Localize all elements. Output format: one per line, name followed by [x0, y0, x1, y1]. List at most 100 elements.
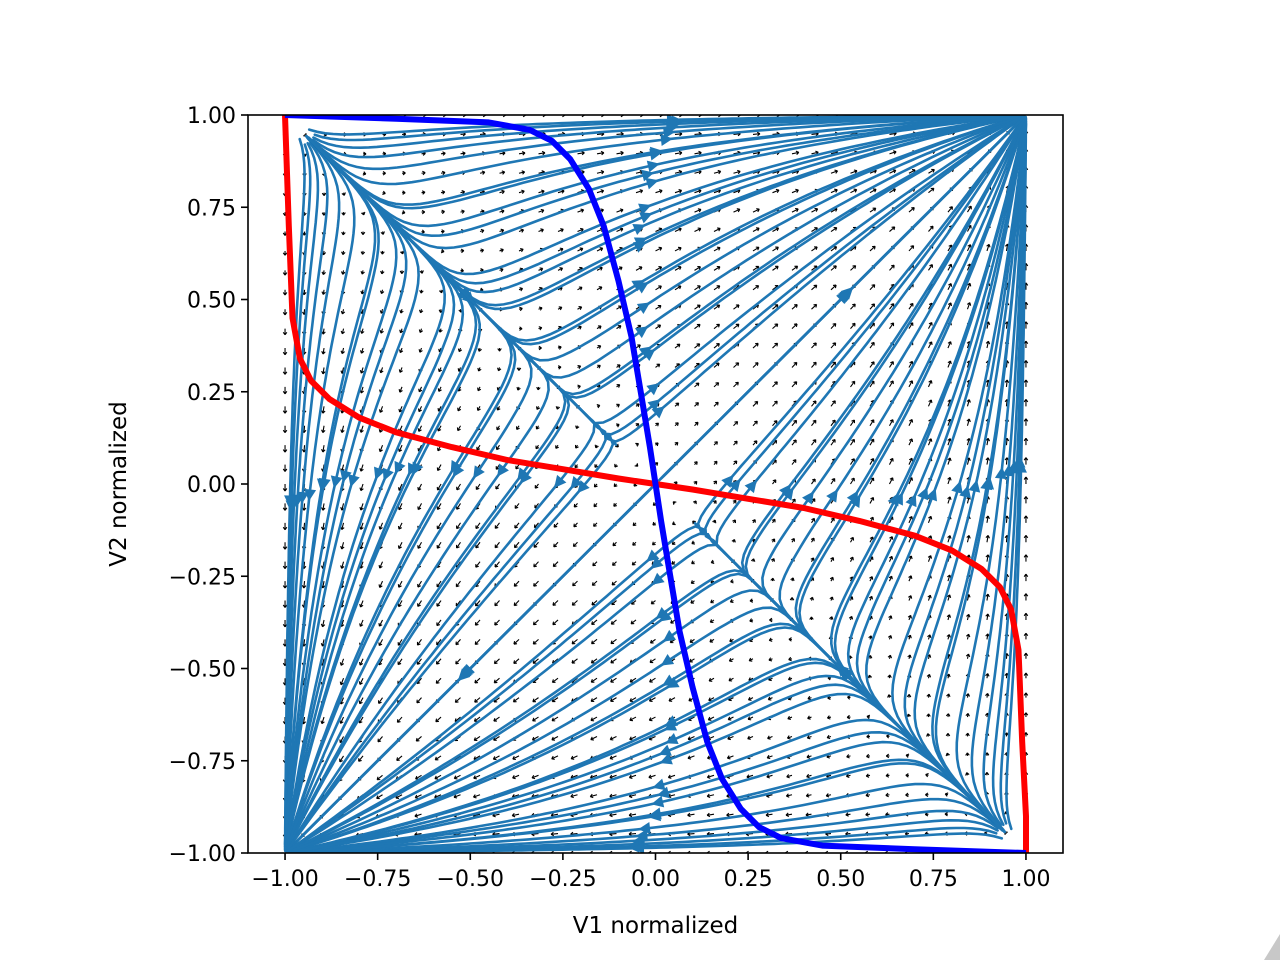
quiver-arrow: [806, 754, 812, 759]
quiver-arrow: [888, 457, 894, 465]
quiver-arrow: [887, 654, 893, 659]
quiver-arrow: [497, 367, 502, 372]
quiver-arrow: [414, 794, 422, 799]
quiver-arrow: [732, 519, 737, 524]
quiver-arrow: [399, 270, 405, 275]
quiver-arrow: [1023, 692, 1029, 698]
y-tick-label: −0.25: [169, 565, 236, 590]
quiver-arrow: [515, 464, 520, 470]
quiver-arrow: [694, 265, 701, 271]
quiver-arrow: [557, 345, 562, 350]
streamline: [283, 137, 306, 846]
quiver-arrow: [772, 304, 779, 310]
quiver-arrow: [577, 364, 582, 370]
quiver-arrow: [694, 382, 700, 388]
quiver-arrow: [713, 169, 722, 175]
quiver-arrow: [947, 360, 952, 368]
quiver-arrow: [397, 658, 403, 666]
quiver-arrow: [535, 444, 540, 450]
quiver-arrow: [888, 477, 894, 485]
quiver-arrow: [610, 697, 617, 703]
quiver-arrow: [538, 189, 545, 194]
streamline: [284, 135, 398, 848]
quiver-arrow: [593, 483, 598, 488]
quiver-arrow: [616, 384, 621, 388]
quiver-arrow: [830, 227, 838, 232]
quiver-arrow: [788, 656, 793, 662]
quiver-arrow: [379, 289, 385, 295]
quiver-arrow: [694, 304, 701, 310]
quiver-arrow: [435, 658, 442, 665]
streamline-arrowhead: [577, 480, 590, 494]
quiver-arrow: [376, 794, 383, 800]
quiver-arrow: [830, 361, 837, 368]
quiver-arrow: [339, 678, 345, 686]
quiver-arrow: [455, 541, 461, 549]
quiver-arrow: [516, 386, 521, 391]
quiver-arrow: [811, 517, 816, 524]
quiver-arrow: [693, 480, 698, 485]
quiver-arrow: [358, 658, 364, 666]
quiver-arrow: [339, 658, 345, 666]
quiver-arrow: [577, 286, 583, 291]
x-axis-label: V1 normalized: [573, 913, 738, 939]
quiver-arrow: [320, 619, 326, 628]
quiver-arrow: [628, 812, 637, 818]
quiver-arrow: [418, 347, 423, 353]
quiver-arrow: [557, 247, 564, 252]
quiver-arrow: [360, 328, 365, 334]
quiver-arrow: [629, 677, 637, 683]
quiver-arrow: [591, 600, 598, 606]
quiver-arrow: [590, 716, 598, 722]
quiver-arrow: [788, 637, 792, 642]
streamline-arrowhead: [658, 609, 673, 622]
quiver-arrow: [400, 250, 405, 255]
quiver-arrow: [927, 555, 933, 562]
streamline: [955, 120, 1027, 828]
quiver-arrow: [766, 754, 773, 760]
quiver-arrow: [591, 619, 598, 625]
quiver-arrow: [674, 189, 683, 194]
quiver-arrow: [321, 406, 326, 414]
streamline-arrowhead: [951, 480, 963, 494]
quiver-arrow: [596, 247, 604, 252]
quiver-arrow: [850, 419, 856, 427]
quiver-arrow: [694, 402, 699, 407]
quiver-arrow: [535, 425, 540, 430]
quiver-arrow: [479, 248, 485, 253]
streamline-arrowhead: [648, 807, 662, 820]
blue-nullcline: [284, 115, 1027, 853]
quiver-arrow: [868, 635, 873, 640]
quiver-arrow: [713, 441, 718, 446]
quiver-arrow: [791, 439, 797, 446]
quiver-arrow: [577, 384, 581, 389]
quiver-arrow: [830, 557, 835, 562]
quiver-arrow: [694, 343, 701, 349]
quiver-arrow: [282, 328, 288, 336]
quiver-arrow: [674, 441, 679, 446]
quiver-arrow: [713, 343, 720, 349]
quiver-arrow: [713, 480, 718, 485]
quiver-arrow: [889, 380, 894, 388]
quiver-arrow: [888, 419, 894, 427]
quiver-arrow: [340, 347, 345, 355]
quiver-arrow: [398, 386, 403, 393]
quiver-arrow: [947, 283, 953, 291]
quiver-arrow: [531, 774, 539, 780]
streamline-arrowhead: [646, 549, 660, 562]
quiver-arrow: [321, 503, 326, 511]
quiver-arrow: [747, 735, 754, 740]
quiver-arrow: [634, 463, 639, 467]
quiver-arrow: [612, 541, 617, 547]
y-tick-label: −0.50: [169, 658, 236, 683]
quiver-arrow: [596, 286, 603, 291]
quiver-arrow: [713, 285, 721, 291]
quiver-arrow: [551, 735, 559, 741]
quiver-arrow: [497, 348, 502, 352]
streamline-arrowhead: [658, 744, 672, 756]
x-tick-label: −0.50: [437, 867, 504, 892]
streamline-arrowhead: [642, 348, 656, 361]
quiver-arrow: [847, 695, 851, 700]
quiver-arrow: [414, 813, 422, 818]
quiver-arrow: [846, 714, 851, 720]
